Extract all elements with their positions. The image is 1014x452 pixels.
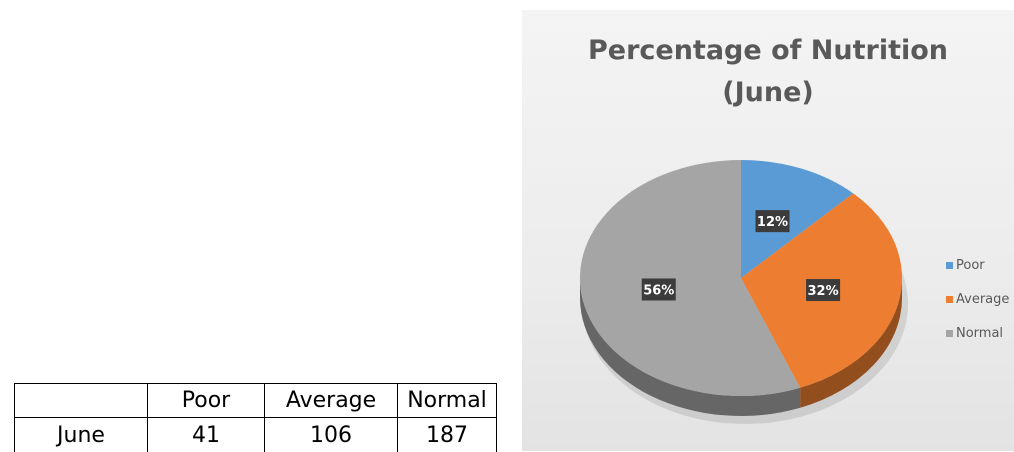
legend-swatch <box>946 262 953 269</box>
table-header-cell <box>15 384 148 418</box>
nutrition-data-table: Poor Average Normal June 41 106 187 <box>14 383 497 452</box>
legend-item-poor: Poor <box>946 248 1009 282</box>
data-label: 32% <box>808 284 839 299</box>
pie-chart: Percentage of Nutrition (June) 12%32%56%… <box>522 10 1014 451</box>
chart-legend: Poor Average Normal <box>946 248 1009 350</box>
legend-item-average: Average <box>946 282 1009 316</box>
legend-item-normal: Normal <box>946 316 1009 350</box>
table-cell: 187 <box>398 418 497 452</box>
legend-label: Poor <box>956 258 985 273</box>
table-header-cell: Average <box>265 384 398 418</box>
legend-label: Average <box>956 292 1009 307</box>
table-row-label: June <box>15 418 148 452</box>
legend-label: Normal <box>956 326 1003 341</box>
pie-chart-svg: 12% 32% 56% <box>522 10 1014 451</box>
legend-swatch <box>946 296 953 303</box>
data-label: 56% <box>643 283 674 298</box>
table-header-cell: Normal <box>398 384 497 418</box>
table-header-row: Poor Average Normal <box>15 384 497 418</box>
table-header-cell: Poor <box>148 384 265 418</box>
legend-swatch <box>946 330 953 337</box>
data-label: 12% <box>757 215 788 230</box>
table-row: June 41 106 187 <box>15 418 497 452</box>
table-cell: 41 <box>148 418 265 452</box>
table-cell: 106 <box>265 418 398 452</box>
